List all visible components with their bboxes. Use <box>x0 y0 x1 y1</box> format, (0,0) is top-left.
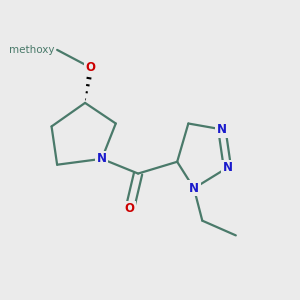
Text: O: O <box>85 61 96 74</box>
Text: N: N <box>97 152 107 165</box>
Text: N: N <box>189 182 199 195</box>
Text: methoxy: methoxy <box>9 45 54 55</box>
Text: O: O <box>125 202 135 215</box>
Text: N: N <box>217 123 227 136</box>
Text: N: N <box>222 161 233 174</box>
